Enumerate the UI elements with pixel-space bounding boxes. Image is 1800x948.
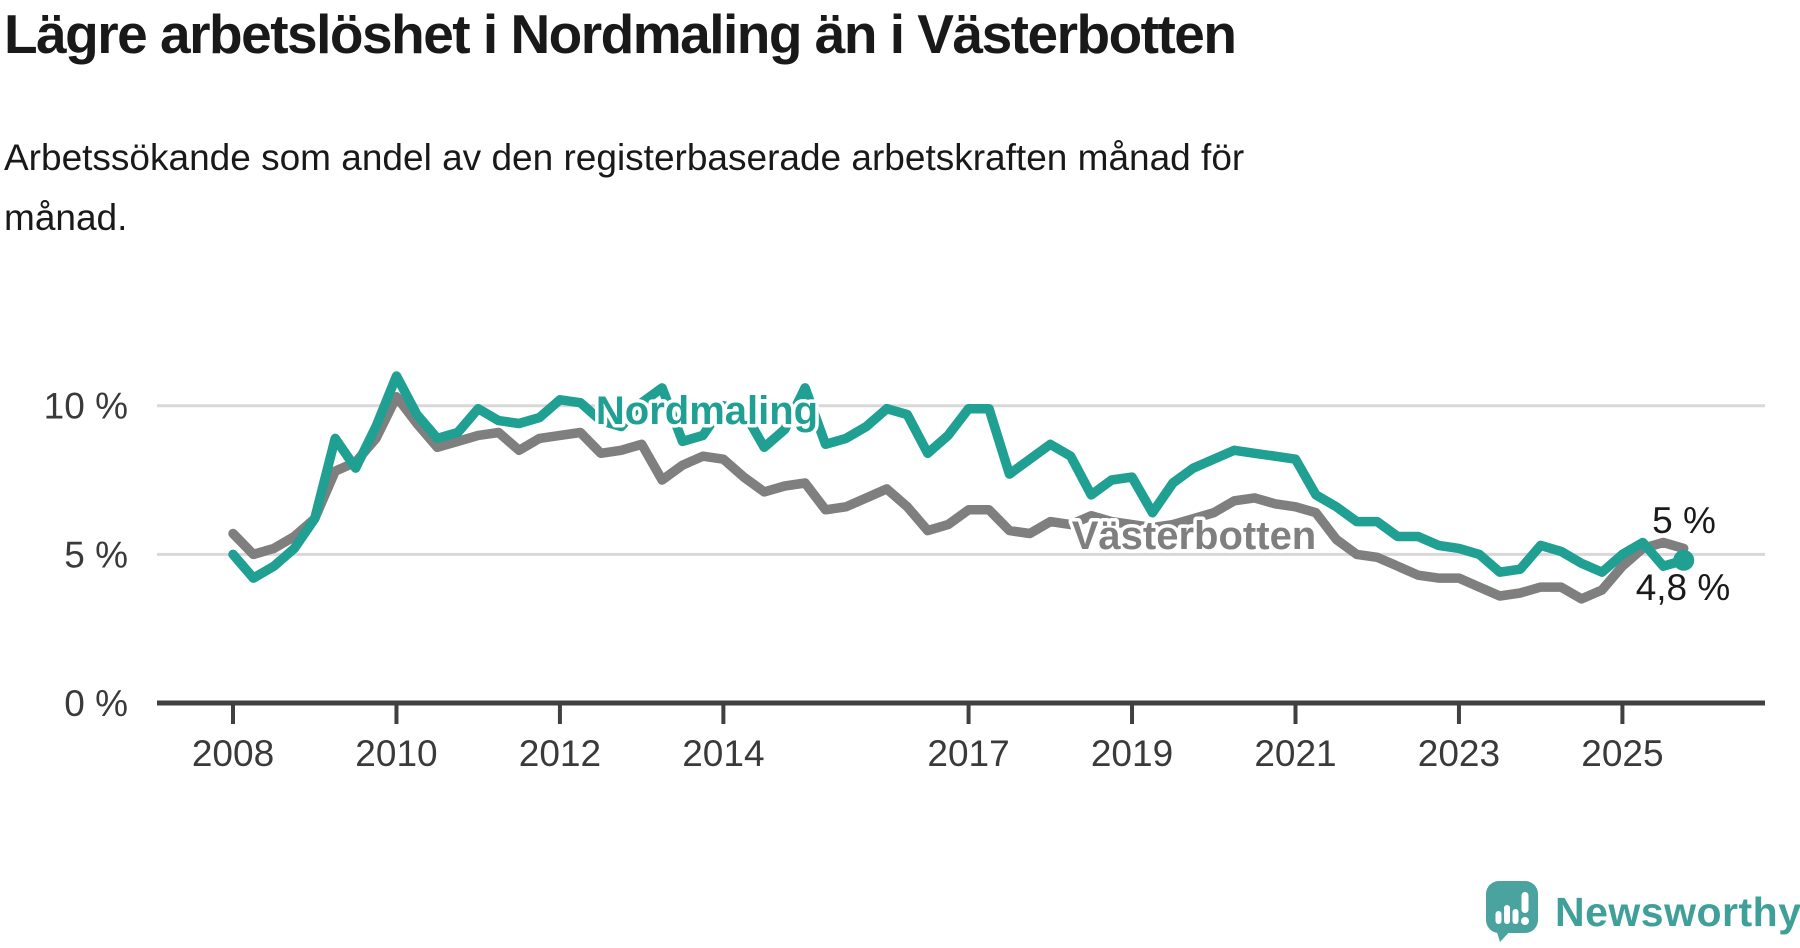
x-tick-label: 2008 (192, 733, 274, 774)
x-tick-label: 2010 (355, 733, 437, 774)
x-tick-label: 2017 (927, 733, 1009, 774)
end-label-nordmaling: 4,8 % (1636, 567, 1731, 608)
series-line-nordmaling (228, 371, 1689, 583)
end-label-vasterbotten: 5 % (1652, 500, 1716, 541)
x-tick-label: 2012 (519, 733, 601, 774)
chart-plot-area: 2008 2010 2012 2014 2017 2019 2021 2023 2025 0 % 5… (44, 371, 1765, 774)
y-tick-label: 0 % (64, 683, 128, 724)
x-tick-label: 2021 (1254, 733, 1336, 774)
newsworthy-logo-icon (1486, 881, 1538, 942)
y-tick-label: 5 % (64, 534, 128, 575)
chart-title: Lägre arbetslöshet i Nordmaling än i Väs… (4, 3, 1237, 65)
x-tick-label: 2025 (1581, 733, 1663, 774)
series-line-vasterbotten (228, 392, 1689, 604)
series-label-vasterbotten: Västerbotten (1072, 514, 1317, 558)
y-tick-label: 10 % (44, 386, 128, 427)
series-end-dot-nordmaling (1673, 549, 1695, 571)
x-tick-label: 2014 (682, 733, 764, 774)
series-label-nordmaling: Nordmaling (596, 389, 818, 433)
newsworthy-logo-text: Newsworthy (1555, 888, 1800, 935)
chart-subtitle: Arbetssökande som andel av den registerb… (4, 137, 1245, 238)
newsworthy-logo: Newsworthy (1486, 881, 1800, 943)
x-tick-label: 2023 (1418, 733, 1500, 774)
x-tick-label: 2019 (1091, 733, 1173, 774)
